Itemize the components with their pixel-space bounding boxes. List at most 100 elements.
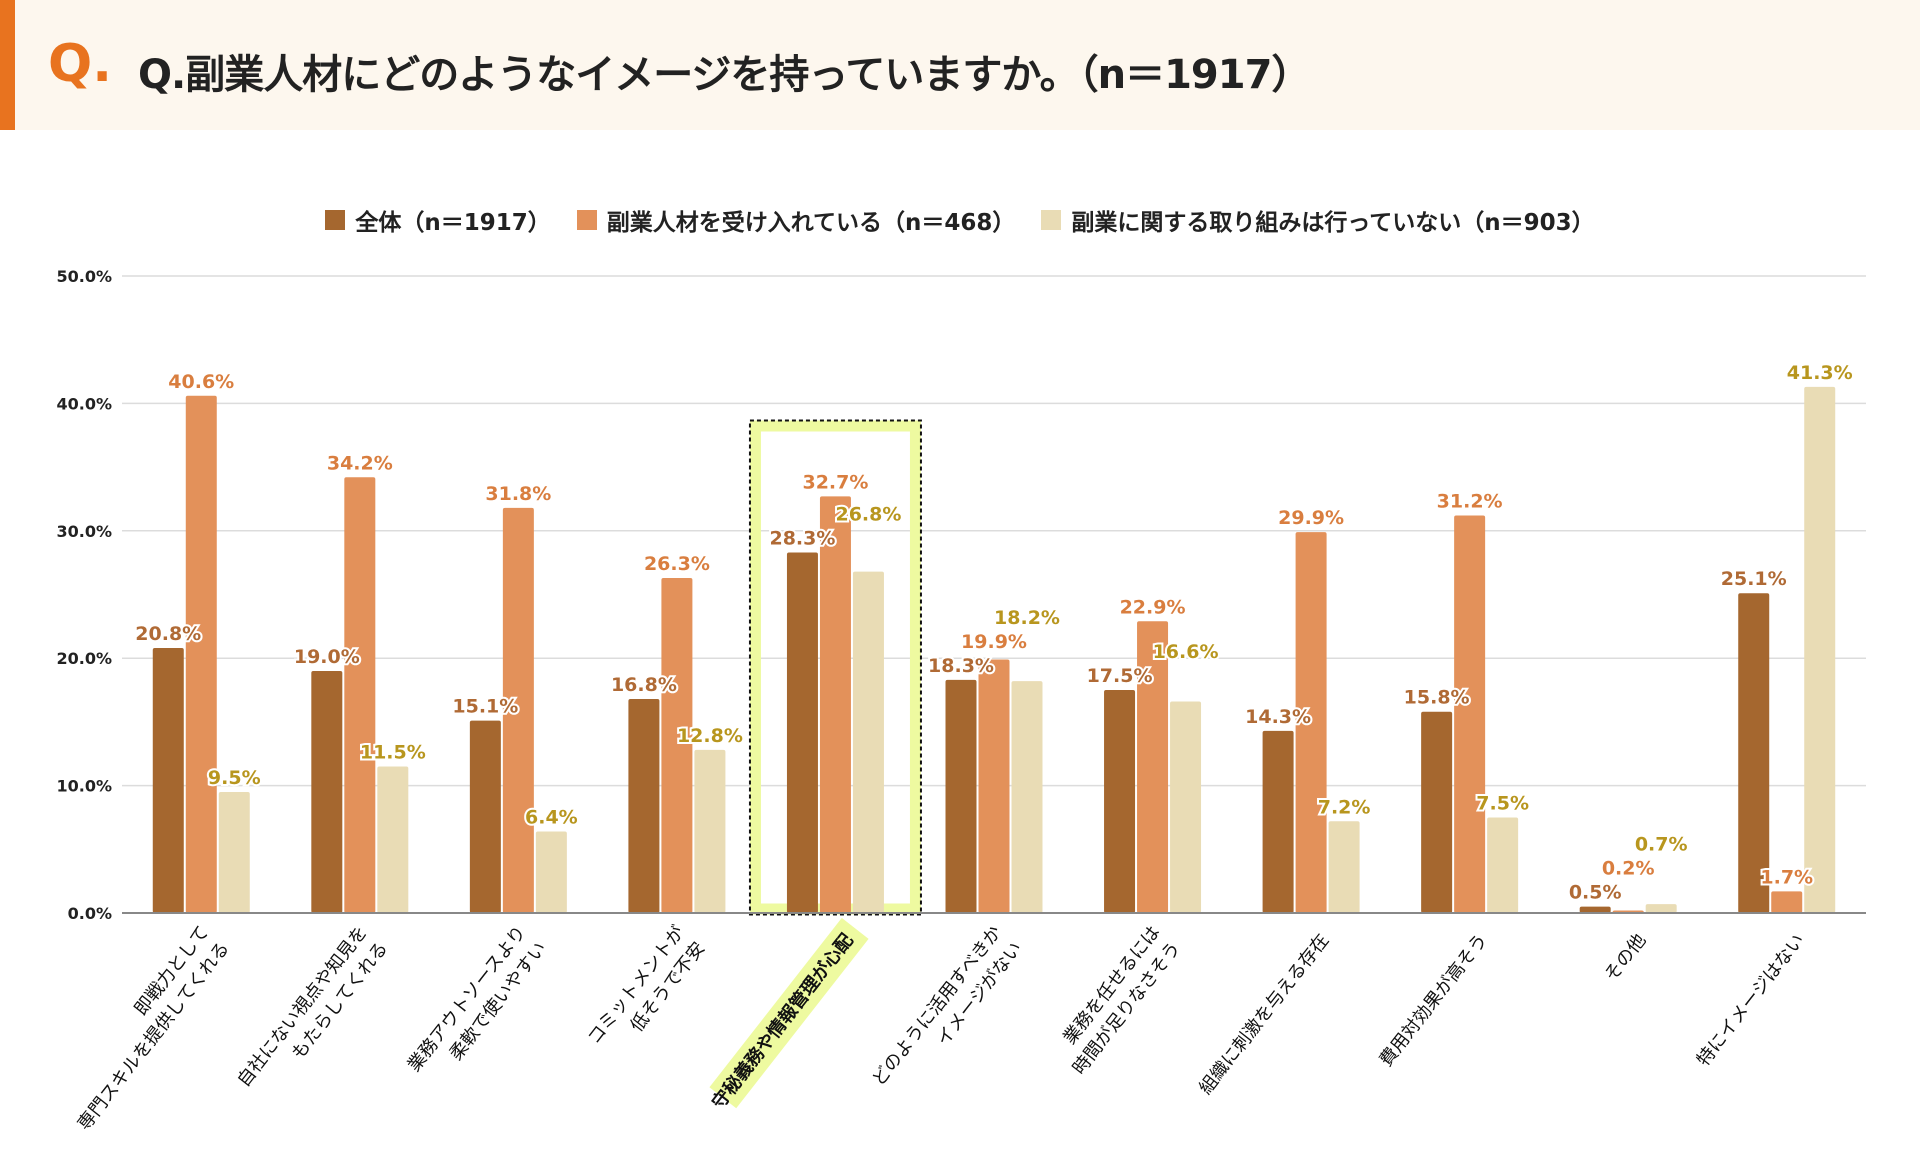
data-label: 28.3% bbox=[769, 527, 835, 549]
data-label: 1.7% bbox=[1760, 866, 1813, 888]
y-tick-label: 10.0% bbox=[56, 777, 112, 796]
data-label: 12.8% bbox=[677, 725, 743, 747]
bar-2 bbox=[1011, 681, 1043, 913]
bar-2 bbox=[1645, 904, 1677, 913]
legend-label: 全体（n＝1917） bbox=[355, 210, 551, 236]
x-category-line: 自社にない視点や知見を bbox=[233, 922, 371, 1091]
bar-0 bbox=[1738, 593, 1770, 913]
bar-2 bbox=[218, 791, 250, 913]
bar-2 bbox=[1487, 817, 1519, 913]
data-label: 17.5% bbox=[1087, 665, 1153, 687]
legend-swatch bbox=[325, 210, 346, 230]
data-label: 18.3% bbox=[928, 655, 994, 677]
y-tick-label: 40.0% bbox=[56, 394, 112, 413]
bar-1 bbox=[344, 477, 376, 913]
bar-0 bbox=[786, 552, 818, 913]
bar-0 bbox=[152, 648, 184, 913]
y-tick-label: 50.0% bbox=[56, 267, 112, 286]
bar-0 bbox=[1262, 730, 1294, 913]
bar-2 bbox=[1804, 386, 1836, 913]
data-label: 18.2% bbox=[994, 607, 1060, 629]
bar-2 bbox=[1328, 821, 1360, 913]
chart-legend: 全体（n＝1917） 副業人材を受け入れている（n＝468） 副業に関する取り組… bbox=[0, 203, 1920, 237]
y-tick-label: 0.0% bbox=[68, 904, 112, 923]
bar-1 bbox=[978, 659, 1010, 913]
bar-1 bbox=[1295, 532, 1327, 913]
x-category-line: 組織に刺激を与える存在 bbox=[1195, 930, 1333, 1099]
bar-2 bbox=[1170, 701, 1202, 913]
legend-item-all: 全体（n＝1917） bbox=[325, 203, 551, 237]
y-tick-label: 30.0% bbox=[56, 522, 112, 541]
data-label: 31.8% bbox=[485, 483, 551, 505]
legend-swatch bbox=[1041, 210, 1062, 230]
bar-1 bbox=[502, 507, 534, 913]
data-label: 11.5% bbox=[360, 741, 426, 763]
bar-0 bbox=[311, 670, 343, 913]
data-label: 0.2% bbox=[1602, 858, 1655, 880]
page-title: Q.副業人材にどのようなイメージを持っていますか。（n＝1917） bbox=[138, 52, 1311, 98]
data-label: 20.8% bbox=[135, 623, 201, 645]
y-tick-label: 20.0% bbox=[56, 649, 112, 668]
legend-label: 副業に関する取り組みは行っていない（n＝903） bbox=[1071, 210, 1595, 236]
data-label: 16.6% bbox=[1153, 641, 1219, 663]
x-category-label: 組織に刺激を与える存在 bbox=[1195, 930, 1333, 1099]
data-label: 34.2% bbox=[327, 452, 393, 474]
legend-label: 副業人材を受け入れている（n＝468） bbox=[606, 210, 1016, 236]
data-label: 7.5% bbox=[1476, 792, 1529, 814]
highlight-label-bg bbox=[709, 917, 869, 1109]
bar-0 bbox=[1421, 711, 1453, 913]
legend-item-accepting: 副業人材を受け入れている（n＝468） bbox=[576, 203, 1016, 237]
data-label: 15.1% bbox=[452, 696, 518, 718]
x-category-label: 守秘義務や情報管理が心配 bbox=[707, 917, 869, 1113]
data-label: 29.9% bbox=[1278, 507, 1344, 529]
data-label: 14.3% bbox=[1245, 706, 1311, 728]
bar-0 bbox=[945, 679, 977, 913]
bar-2 bbox=[377, 766, 409, 913]
data-label: 22.9% bbox=[1120, 596, 1186, 618]
bar-0 bbox=[628, 698, 660, 913]
data-label: 19.0% bbox=[294, 646, 360, 668]
data-label: 40.6% bbox=[168, 371, 234, 393]
bar-1 bbox=[1771, 891, 1803, 913]
data-label: 19.9% bbox=[961, 631, 1027, 653]
data-label: 7.2% bbox=[1318, 796, 1371, 818]
data-label: 9.5% bbox=[208, 767, 261, 789]
x-category-line: 費用対効果が高そう bbox=[1376, 930, 1492, 1071]
data-label: 0.5% bbox=[1569, 882, 1622, 904]
data-label: 6.4% bbox=[525, 806, 578, 828]
bar-2 bbox=[535, 831, 567, 913]
data-label: 16.8% bbox=[611, 674, 677, 696]
accent-bar bbox=[0, 0, 15, 130]
data-label: 15.8% bbox=[1404, 687, 1470, 709]
question-header: Q. Q.副業人材にどのようなイメージを持っていますか。（n＝1917） bbox=[0, 0, 1920, 130]
data-label: 25.1% bbox=[1721, 568, 1787, 590]
x-category-line: 専門スキルを提供してくれる bbox=[74, 938, 234, 1134]
data-label: 31.2% bbox=[1437, 491, 1503, 513]
x-category-line: 特にイメージはない bbox=[1693, 930, 1809, 1070]
x-category-line: その他 bbox=[1601, 930, 1651, 985]
x-category-label: 費用対効果が高そう bbox=[1376, 930, 1492, 1071]
data-label: 32.7% bbox=[802, 471, 868, 493]
legend-swatch bbox=[576, 210, 597, 230]
data-label: 26.3% bbox=[644, 553, 710, 575]
data-label: 41.3% bbox=[1787, 362, 1853, 384]
x-category-line: どのように活用すべきか bbox=[868, 922, 1006, 1090]
x-category-label: 特にイメージはない bbox=[1693, 930, 1809, 1070]
bar-1 bbox=[661, 577, 693, 913]
data-label: 26.8% bbox=[835, 503, 901, 525]
bar-1 bbox=[185, 395, 217, 914]
bar-0 bbox=[1579, 906, 1611, 913]
q-mark: Q. bbox=[48, 34, 112, 94]
bar-1 bbox=[1137, 621, 1169, 913]
x-category-line: 守秘義務や情報管理が心配 bbox=[707, 929, 857, 1113]
x-category-label: その他 bbox=[1601, 930, 1651, 985]
bar-1 bbox=[819, 496, 851, 913]
data-label: 0.7% bbox=[1635, 834, 1688, 856]
